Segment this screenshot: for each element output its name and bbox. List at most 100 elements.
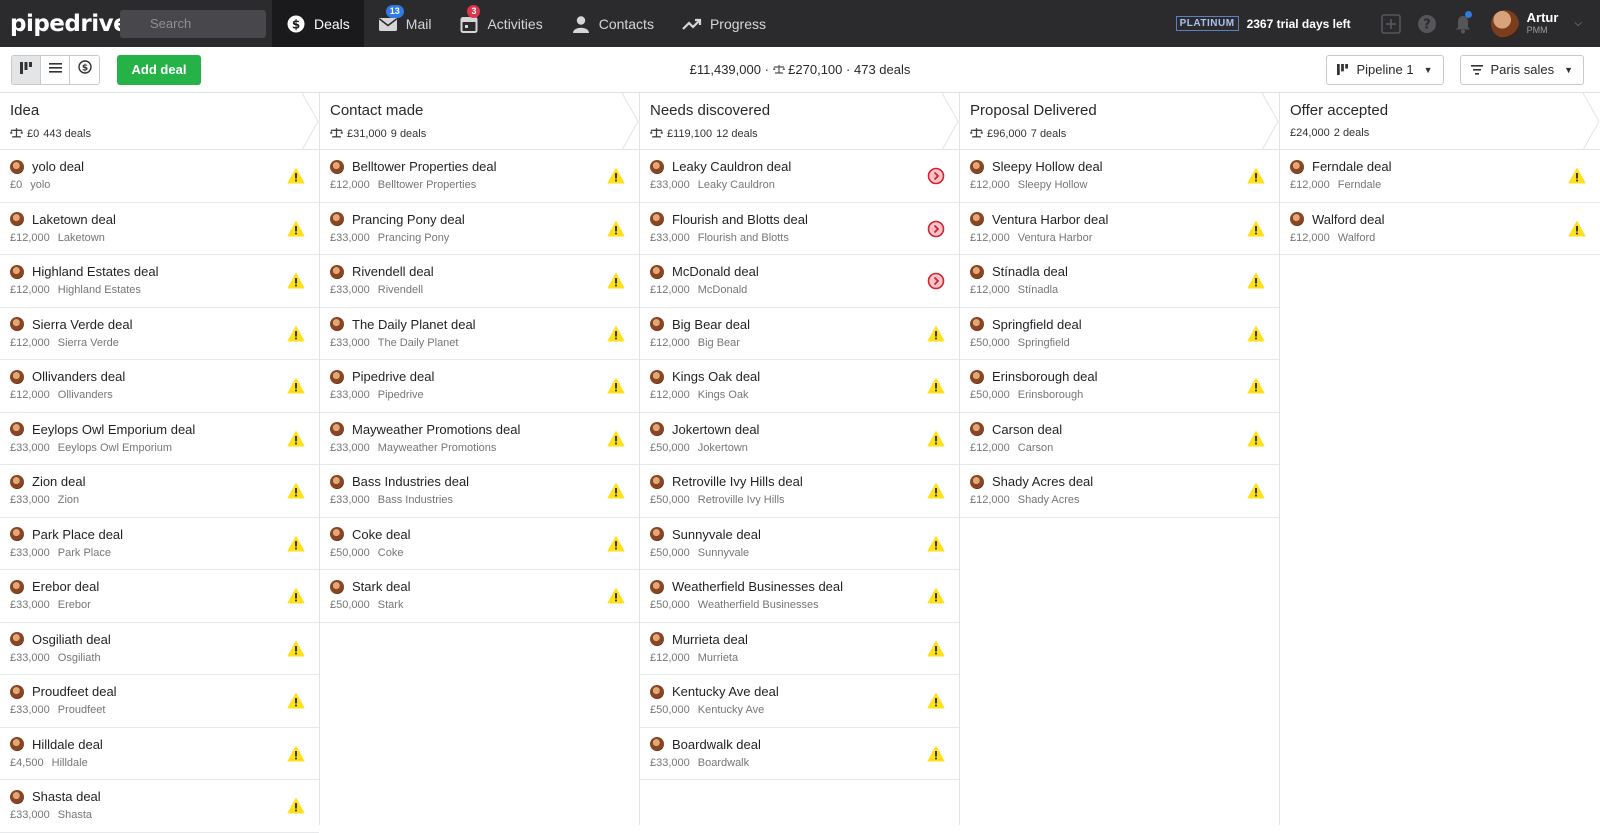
deal-title[interactable]: Park Place deal <box>32 526 124 542</box>
pipeline-select[interactable]: Pipeline 1 ▼ <box>1326 54 1444 85</box>
warning-icon[interactable] <box>607 272 625 290</box>
app-logo[interactable]: pipedrive <box>10 10 129 37</box>
stage-header[interactable]: Contact made £31,000 9 deals <box>320 92 639 151</box>
deal-title[interactable]: Ferndale deal <box>1312 159 1392 174</box>
warning-icon[interactable] <box>1247 482 1265 500</box>
warning-icon[interactable] <box>607 430 625 448</box>
deal-card[interactable]: Zion deal £33,000 Zion <box>0 465 319 518</box>
deal-card[interactable]: yolo deal £0 yolo <box>0 150 319 203</box>
deal-card[interactable]: Highland Estates deal £12,000 Highland Es… <box>0 255 319 308</box>
warning-icon[interactable] <box>1247 377 1265 395</box>
deal-card[interactable]: Jokertown deal £50,000 Jokertown <box>640 413 959 465</box>
warning-icon[interactable] <box>927 640 945 658</box>
deal-title[interactable]: Sierra Verde deal <box>32 316 133 332</box>
deal-title[interactable]: Stínadla deal <box>992 264 1068 279</box>
nav-deals[interactable]: $ Deals <box>272 0 364 47</box>
deal-card[interactable]: Ollivanders deal £12,000 Ollivanders <box>0 360 319 413</box>
deal-title[interactable]: Proudfeet deal <box>32 684 117 699</box>
deal-title[interactable]: Bass Industries deal <box>352 474 470 489</box>
deal-card[interactable]: Osgiliath deal £33,000 Osgiliath <box>0 623 319 675</box>
deal-card[interactable]: Ventura Harbor deal £12,000 Ventura Harbo… <box>960 203 1279 255</box>
warning-icon[interactable] <box>287 640 305 658</box>
deal-title[interactable]: Flourish and Blotts deal <box>672 211 808 227</box>
warning-icon[interactable] <box>1568 167 1586 185</box>
warning-icon[interactable] <box>287 272 305 290</box>
deal-card[interactable]: Erebor deal £33,000 Erebor <box>0 570 319 623</box>
deal-card[interactable]: Boardwalk deal £33,000 Boardwalk <box>640 728 959 780</box>
deal-card[interactable]: Shasta deal £33,000 Shasta <box>0 780 319 833</box>
deal-title[interactable]: Springfield deal <box>992 316 1082 332</box>
deal-title[interactable]: Jokertown deal <box>672 421 760 437</box>
deal-card[interactable]: Sunnyvale deal £50,000 Sunnyvale <box>640 518 959 570</box>
nav-progress[interactable]: Progress <box>668 0 780 47</box>
trial-days-text[interactable]: 2367 trial days left <box>1246 16 1351 31</box>
warning-icon[interactable] <box>287 430 305 448</box>
warning-icon[interactable] <box>1247 167 1265 185</box>
warning-icon[interactable] <box>1247 430 1265 448</box>
warning-icon[interactable] <box>287 220 305 238</box>
deal-title[interactable]: Kings Oak deal <box>672 369 761 384</box>
deal-card[interactable]: Kings Oak deal £12,000 Kings Oak <box>640 360 959 413</box>
deal-card[interactable]: Kentucky Ave deal £50,000 Kentucky Ave <box>640 675 959 728</box>
deal-card[interactable]: Belltower Properties deal £12,000 Belltow… <box>320 150 639 203</box>
deal-card[interactable]: Murrieta deal £12,000 Murrieta <box>640 623 959 675</box>
deal-title[interactable]: Retroville Ivy Hills deal <box>672 474 803 489</box>
quick-add-icon[interactable] <box>1373 13 1409 34</box>
warning-icon[interactable] <box>287 797 305 815</box>
deal-card[interactable]: Pipedrive deal £33,000 Pipedrive <box>320 360 639 413</box>
nav-activities[interactable]: 3 Activities <box>445 0 556 47</box>
overdue-activity-icon[interactable] <box>927 167 945 185</box>
deal-title[interactable]: Laketown deal <box>32 211 116 227</box>
deal-title[interactable]: Stark deal <box>352 579 411 594</box>
deal-card[interactable]: Rivendell deal £33,000 Rivendell <box>320 255 639 308</box>
deal-card[interactable]: Leaky Cauldron deal £33,000 Leaky Cauldro… <box>640 150 959 203</box>
deal-card[interactable]: Weatherfield Businesses deal £50,000 Weat… <box>640 570 959 623</box>
warning-icon[interactable] <box>927 745 945 763</box>
warning-icon[interactable] <box>607 587 625 605</box>
deal-title[interactable]: Belltower Properties deal <box>352 159 497 174</box>
search-input[interactable] <box>120 9 266 38</box>
deal-card[interactable]: Flourish and Blotts deal £33,000 Flourish… <box>640 203 959 255</box>
warning-icon[interactable] <box>607 482 625 500</box>
deal-title[interactable]: Shady Acres deal <box>992 474 1094 489</box>
deal-title[interactable]: Hilldale deal <box>32 736 103 752</box>
deal-card[interactable]: Carson deal £12,000 Carson <box>960 413 1279 465</box>
deal-title[interactable]: Boardwalk deal <box>672 736 761 752</box>
deal-title[interactable]: Prancing Pony deal <box>352 211 465 227</box>
deal-card[interactable]: Stínadla deal £12,000 Stínadla <box>960 255 1279 308</box>
deal-title[interactable]: Sunnyvale deal <box>672 526 761 542</box>
warning-icon[interactable] <box>607 377 625 395</box>
deal-title[interactable]: Osgiliath deal <box>32 631 111 647</box>
pipeline-view-button[interactable] <box>12 55 41 84</box>
deal-title[interactable]: Erinsborough deal <box>992 369 1098 384</box>
warning-icon[interactable] <box>287 587 305 605</box>
warning-icon[interactable] <box>927 325 945 343</box>
deal-card[interactable]: Mayweather Promotions deal £33,000 Maywea… <box>320 413 639 465</box>
overdue-activity-icon[interactable] <box>927 220 945 238</box>
warning-icon[interactable] <box>927 692 945 710</box>
user-menu[interactable]: Artur PMM ⌵ <box>1490 9 1582 38</box>
warning-icon[interactable] <box>927 535 945 553</box>
deal-card[interactable]: Shady Acres deal £12,000 Shady Acres <box>960 465 1279 518</box>
warning-icon[interactable] <box>607 325 625 343</box>
deal-card[interactable]: Springfield deal £50,000 Springfield <box>960 308 1279 360</box>
deal-title[interactable]: Ollivanders deal <box>32 369 126 384</box>
add-deal-button[interactable]: Add deal <box>117 54 201 85</box>
deal-title[interactable]: McDonald deal <box>672 264 759 279</box>
deal-card[interactable]: Erinsborough deal £50,000 Erinsborough <box>960 360 1279 413</box>
deal-card[interactable]: Sleepy Hollow deal £12,000 Sleepy Hollow <box>960 150 1279 203</box>
deal-title[interactable]: Rivendell deal <box>352 264 434 279</box>
deal-title[interactable]: Mayweather Promotions deal <box>352 421 521 437</box>
deal-card[interactable]: Retroville Ivy Hills deal £50,000 Retrovi… <box>640 465 959 518</box>
deal-title[interactable]: Walford deal <box>1312 211 1385 227</box>
deal-title[interactable]: Shasta deal <box>32 789 101 804</box>
deal-card[interactable]: Proudfeet deal £33,000 Proudfeet <box>0 675 319 728</box>
deal-card[interactable]: Ferndale deal £12,000 Ferndale <box>1280 150 1600 203</box>
warning-icon[interactable] <box>1568 220 1586 238</box>
deal-title[interactable]: Coke deal <box>352 526 411 542</box>
warning-icon[interactable] <box>1247 220 1265 238</box>
warning-icon[interactable] <box>287 535 305 553</box>
deal-title[interactable]: Ventura Harbor deal <box>992 211 1109 227</box>
warning-icon[interactable] <box>927 587 945 605</box>
deal-card[interactable]: Walford deal £12,000 Walford <box>1280 203 1600 255</box>
